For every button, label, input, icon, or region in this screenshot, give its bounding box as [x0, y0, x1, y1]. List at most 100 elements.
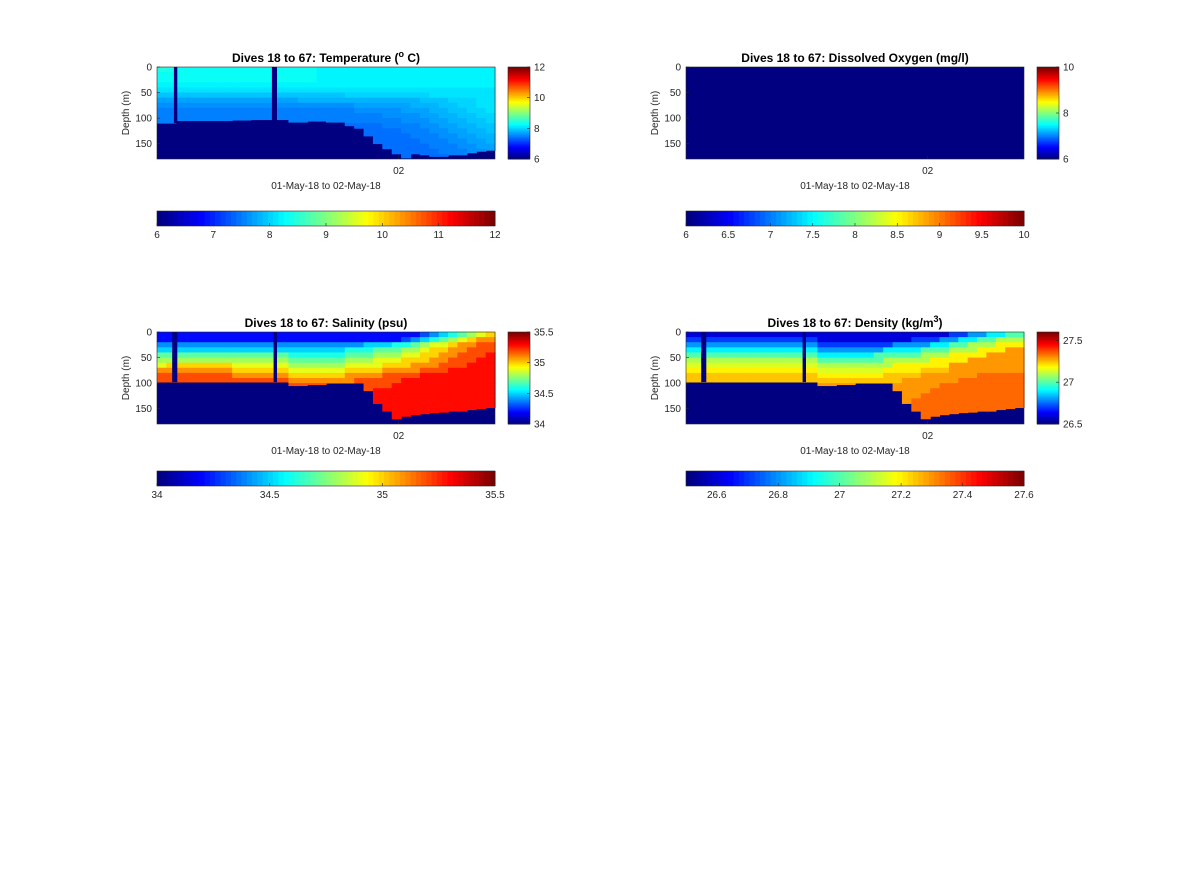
heatmap-cell — [429, 383, 440, 389]
colorbar-segment — [1037, 108, 1059, 111]
heatmap-cell — [166, 347, 177, 353]
heatmap-cell — [382, 378, 393, 384]
heatmap-cell — [723, 378, 734, 383]
heatmap-cell — [232, 82, 243, 88]
colorbar-segment — [508, 343, 530, 346]
hbar-tick-label: 7 — [768, 230, 774, 241]
heatmap-cell — [476, 367, 487, 374]
heatmap-cell — [157, 367, 167, 374]
heatmap-cell — [401, 393, 412, 399]
heatmap-cell — [288, 372, 299, 379]
hbar-segment — [199, 471, 206, 486]
hbar-segment — [384, 211, 390, 226]
heatmap-cell — [883, 352, 894, 358]
colorbar-segment — [508, 137, 530, 140]
x-tick-label: 02 — [393, 166, 405, 177]
heatmap-cell — [419, 102, 430, 109]
colorbar-segment — [508, 349, 530, 352]
hbar-segment — [981, 471, 988, 486]
hbar-segment — [188, 471, 195, 486]
hbar-segment — [336, 471, 343, 486]
colorbar-segment — [508, 154, 530, 157]
heatmap-cell — [485, 378, 496, 384]
heatmap-cell — [930, 383, 941, 389]
hbar-segment — [468, 471, 475, 486]
heatmap-cell — [391, 337, 402, 343]
colorbar-segment — [1037, 157, 1059, 160]
heatmap-cell — [986, 403, 997, 410]
heatmap-cell — [222, 72, 233, 78]
heatmap-cell — [948, 393, 959, 399]
heatmap-cell — [410, 133, 421, 139]
heatmap-cell — [316, 378, 327, 384]
hbar-tick-label: 8 — [267, 230, 273, 241]
heatmap-cell — [429, 128, 440, 134]
heatmap-cell — [485, 372, 496, 379]
heatmap-cell — [354, 107, 365, 114]
heatmap-cell — [222, 347, 233, 353]
colorbar-segment — [1037, 114, 1059, 117]
heatmap-cell — [864, 337, 875, 343]
hbar-segment — [426, 211, 433, 226]
heatmap-cell — [391, 383, 402, 389]
colorbar-tick-label: 8 — [1063, 109, 1069, 120]
heatmap-cell — [438, 67, 449, 73]
colorbar-segment — [1037, 107, 1059, 110]
heatmap-cell — [260, 87, 271, 93]
heatmap-cell — [892, 352, 903, 358]
heatmap-cell — [250, 367, 261, 374]
colorbar-segment — [1037, 369, 1059, 372]
colorbar-segment — [508, 418, 530, 421]
heatmap-cell — [391, 107, 402, 114]
colorbar-segment — [508, 151, 530, 154]
heatmap-cell — [948, 383, 959, 389]
heatmap-cell — [686, 342, 696, 348]
heatmap-cell — [391, 97, 402, 104]
heatmap-cell — [157, 357, 167, 364]
colorbar-segment — [508, 332, 530, 334]
heatmap-cell — [344, 362, 355, 369]
heatmap-cell — [316, 77, 327, 83]
colorbar-segment — [1037, 375, 1059, 378]
heatmap-cell — [476, 92, 487, 99]
heatmap-cell — [391, 357, 402, 364]
heatmap-cell — [901, 362, 912, 369]
heatmap-cell — [410, 388, 421, 394]
heatmap-cell — [429, 372, 440, 379]
heatmap-cell — [222, 113, 233, 119]
heatmap-cell — [686, 362, 696, 369]
colorbar-segment — [508, 405, 530, 408]
heatmap-cell — [466, 337, 477, 343]
colorbar-segment — [1037, 136, 1059, 138]
heatmap-cell — [288, 87, 299, 93]
hbar-segment — [405, 471, 411, 486]
hbar-segment — [278, 211, 285, 226]
heatmap-cell — [930, 367, 941, 374]
heatmap-cell — [288, 67, 299, 73]
heatmap-cell — [372, 128, 383, 134]
heatmap-cell — [279, 72, 290, 78]
heatmap-cell — [789, 352, 800, 358]
colorbar-segment — [1037, 367, 1059, 370]
heatmap-cell — [686, 367, 696, 374]
colorbar-segment — [508, 380, 530, 383]
heatmap-cell — [751, 352, 762, 358]
heatmap-cell — [260, 352, 271, 358]
colorbar-segment — [508, 94, 530, 97]
hbar-segment — [802, 471, 808, 486]
heatmap-cell — [326, 92, 336, 99]
hbar-segment — [770, 471, 777, 486]
hbar-segment — [463, 211, 470, 226]
heatmap-cell — [686, 372, 696, 379]
y-tick-label: 0 — [146, 328, 152, 339]
heatmap-cell — [466, 342, 477, 348]
colorbar-segment — [508, 153, 530, 156]
heatmap-cell — [288, 82, 299, 88]
x-tick-label: 02 — [922, 431, 934, 442]
colorbar-segment — [1037, 413, 1059, 416]
colorbar-segment — [508, 409, 530, 412]
heatmap-cell — [316, 367, 327, 374]
heatmap-cell — [732, 347, 743, 353]
heatmap-cell — [967, 408, 978, 413]
heatmap-cell — [930, 413, 941, 417]
